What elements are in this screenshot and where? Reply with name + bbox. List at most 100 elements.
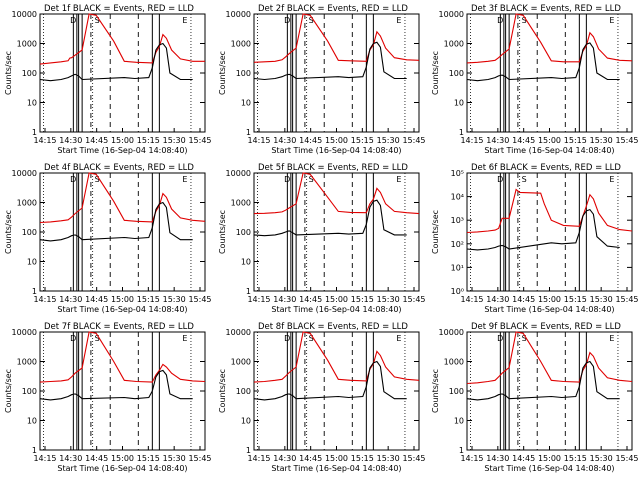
- y-tick-label: 10: [454, 417, 464, 426]
- x-tick-label: 15:00: [538, 454, 561, 463]
- y-tick-label: 10: [27, 99, 37, 108]
- plot-frame: [253, 331, 420, 451]
- x-tick-label: 15:00: [111, 295, 134, 304]
- y-tick-label: 10: [27, 258, 37, 267]
- x-tick-label: 15:15: [137, 454, 160, 463]
- chart-panel-5: Det 5f BLACK = Events, RED = LLD D S E 1 10 10…: [218, 163, 426, 314]
- y-tick-label: 1: [32, 446, 37, 455]
- y-tick-label: 1: [246, 287, 251, 296]
- chart-panel-1: Det 1f BLACK = Events, RED = LLD D S E 1 10 10…: [4, 4, 212, 155]
- chart-title: Det 4f BLACK = Events, RED = LLD: [44, 163, 194, 173]
- x-tick-label: 15:45: [402, 136, 425, 145]
- x-tick-label: 14:45: [299, 454, 322, 463]
- flag-e: E: [609, 175, 614, 184]
- x-tick-label: 14:15: [33, 136, 56, 145]
- y-tick-label: 10¹: [451, 263, 464, 272]
- events-series-line: [253, 360, 407, 401]
- x-tick-label: 15:15: [137, 136, 160, 145]
- y-axis-label: Counts/sec: [4, 369, 13, 413]
- flag-s: S: [309, 16, 314, 25]
- events-series-line: [39, 369, 193, 401]
- events-series-line: [253, 41, 407, 81]
- x-tick-label: 15:15: [564, 454, 587, 463]
- flag-e: E: [182, 175, 187, 184]
- x-tick-label: 15:30: [590, 136, 613, 145]
- flag-d: D: [70, 16, 76, 25]
- y-tick-label: 1000: [444, 358, 464, 367]
- x-tick-label: 14:45: [512, 136, 535, 145]
- flag-s: S: [309, 175, 314, 184]
- x-tick-label: 15:30: [377, 454, 400, 463]
- x-tick-label: 15:15: [137, 295, 160, 304]
- x-tick-label: 14:45: [512, 295, 535, 304]
- y-axis-label: Counts/sec: [4, 51, 13, 95]
- y-tick-label: 1000: [17, 358, 37, 367]
- y-tick-label: 10: [27, 417, 37, 426]
- y-tick-label: 1: [32, 287, 37, 296]
- y-tick-label: 10000: [439, 10, 464, 19]
- y-tick-label: 10⁰: [451, 287, 464, 296]
- lld-series-line: [466, 13, 633, 64]
- lld-series-line: [466, 331, 633, 385]
- plot-frame: [466, 172, 633, 292]
- x-axis-label: Start Time (16-Sep-04 14:08:40): [271, 146, 401, 155]
- y-axis-label: Counts/sec: [218, 210, 227, 254]
- y-tick-label: 100: [449, 69, 464, 78]
- y-tick-label: 1000: [231, 40, 251, 49]
- x-tick-label: 15:00: [538, 295, 561, 304]
- y-tick-label: 10000: [226, 328, 251, 337]
- plot-frame: [466, 331, 633, 451]
- flag-d: D: [70, 334, 76, 343]
- x-tick-label: 15:45: [615, 295, 638, 304]
- y-tick-label: 1: [246, 128, 251, 137]
- x-tick-label: 14:30: [486, 454, 509, 463]
- x-tick-label: 15:30: [163, 295, 186, 304]
- flag-s: S: [95, 16, 100, 25]
- y-tick-label: 10000: [12, 169, 37, 178]
- y-tick-label: 100: [22, 387, 37, 396]
- y-tick-label: 10: [454, 99, 464, 108]
- chart-title: Det 7f BLACK = Events, RED = LLD: [44, 322, 194, 332]
- y-tick-label: 100: [449, 387, 464, 396]
- flag-s: S: [522, 16, 527, 25]
- y-tick-label: 1000: [17, 199, 37, 208]
- y-tick-label: 10³: [451, 216, 464, 225]
- flag-d: D: [284, 175, 290, 184]
- chart-title: Det 6f BLACK = Events, RED = LLD: [471, 163, 621, 173]
- flag-d: D: [70, 175, 76, 184]
- chart-title: Det 5f BLACK = Events, RED = LLD: [258, 163, 408, 173]
- x-tick-label: 14:15: [460, 136, 483, 145]
- y-tick-label: 10²: [451, 240, 464, 249]
- y-axis-label: Counts/sec: [4, 210, 13, 254]
- flag-d: D: [497, 175, 503, 184]
- y-axis-label: Counts/sec: [431, 210, 440, 254]
- flag-s: S: [522, 334, 527, 343]
- chart-title: Det 8f BLACK = Events, RED = LLD: [258, 322, 408, 332]
- y-tick-label: 100: [22, 228, 37, 237]
- x-tick-label: 15:45: [188, 454, 211, 463]
- chart-title: Det 2f BLACK = Events, RED = LLD: [258, 4, 408, 14]
- chart-panel-3: Det 3f BLACK = Events, RED = LLD D S E 1 10 10…: [431, 4, 639, 155]
- y-axis-label: Counts/sec: [431, 51, 440, 95]
- y-axis-label: Counts/sec: [218, 369, 227, 413]
- flag-e: E: [609, 334, 614, 343]
- x-tick-label: 14:15: [247, 295, 270, 304]
- events-series-line: [466, 42, 620, 82]
- flag-s: S: [522, 175, 527, 184]
- flag-s: S: [309, 334, 314, 343]
- x-tick-label: 14:30: [486, 295, 509, 304]
- events-series-line: [39, 201, 193, 242]
- lld-series-line: [466, 188, 633, 234]
- flag-e: E: [609, 16, 614, 25]
- x-axis-label: Start Time (16-Sep-04 14:08:40): [484, 146, 614, 155]
- plot-frame: [39, 172, 206, 292]
- y-tick-label: 1: [32, 128, 37, 137]
- chart-panel-4: Det 4f BLACK = Events, RED = LLD D S E 1 10 10…: [4, 163, 212, 314]
- flag-e: E: [182, 16, 187, 25]
- y-tick-label: 100: [236, 228, 251, 237]
- y-tick-label: 1000: [231, 199, 251, 208]
- lld-series-line: [253, 13, 420, 63]
- x-tick-label: 14:45: [512, 454, 535, 463]
- y-tick-label: 1000: [17, 40, 37, 49]
- x-tick-label: 15:30: [590, 454, 613, 463]
